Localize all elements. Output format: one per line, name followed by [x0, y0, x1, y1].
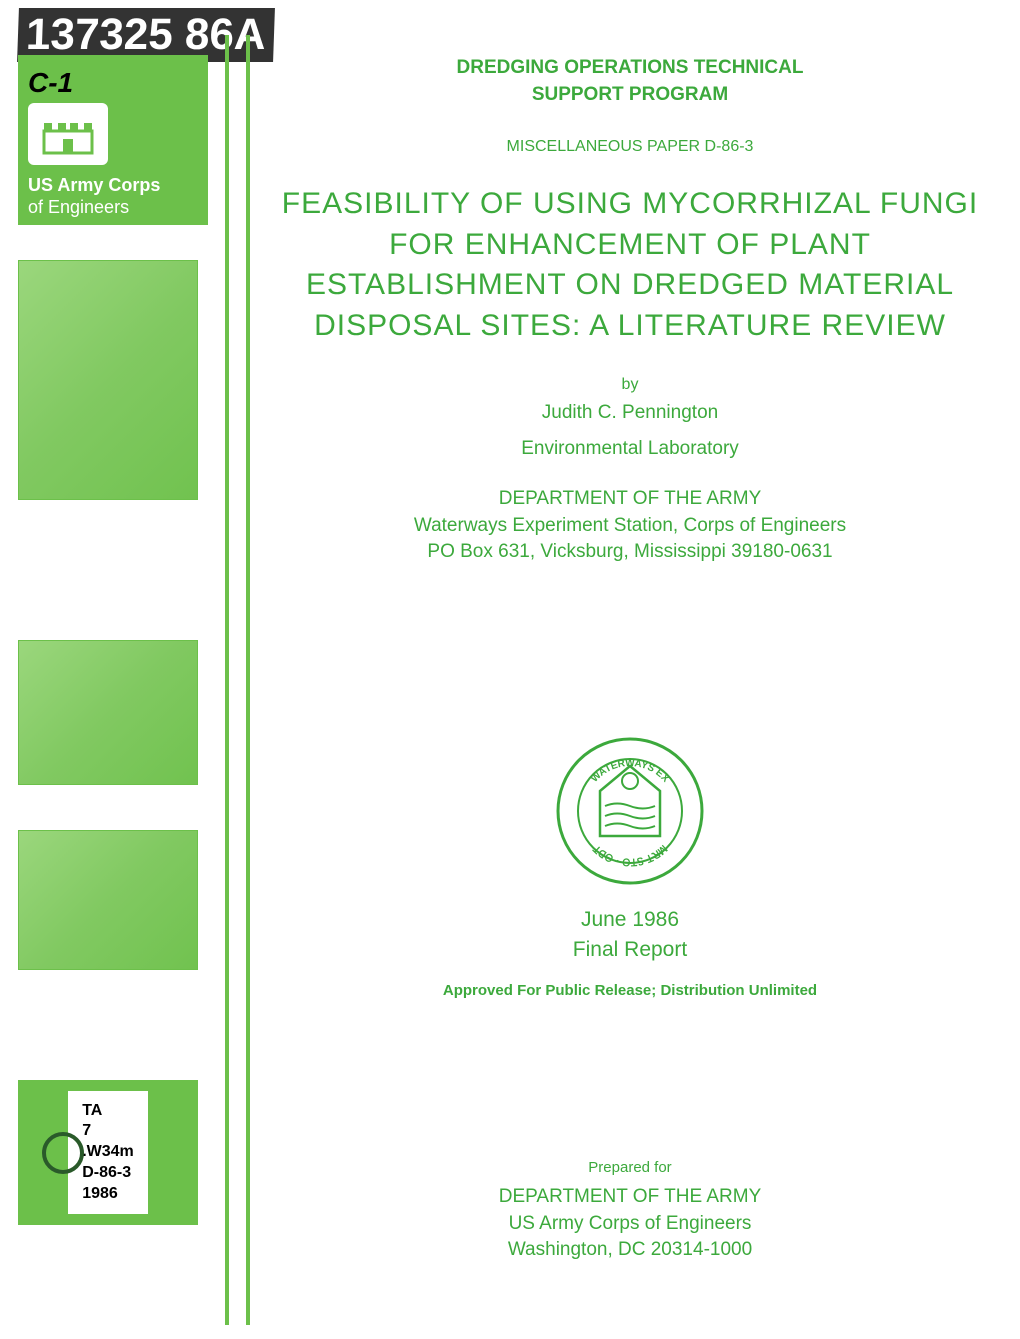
sidebar: C-1 US Army Corps of Engineers TA 7 .W34…: [0, 0, 210, 1339]
catalog-line: TA: [82, 1101, 134, 1122]
svg-text:ᎷᎡᎢ ᏚᎢᎾ · ᎾᎠᎢ: ᎷᎡᎢ ᏚᎢᎾ · ᎾᎠᎢ: [591, 842, 669, 868]
report-type: Final Report: [270, 938, 990, 962]
department-block: DEPARTMENT OF THE ARMY Waterways Experim…: [270, 486, 990, 566]
svg-text:WATERWAYS EX: WATERWAYS EX: [589, 758, 671, 785]
document-title: FEASIBILITY OF USING MYCORRHIZAL FUNGI F…: [270, 184, 990, 346]
catalog-block: TA 7 .W34m D-86-3 1986: [18, 1080, 198, 1225]
prepared-for-block: DEPARTMENT OF THE ARMY US Army Corps of …: [270, 1184, 990, 1264]
sidebar-photo-2: [18, 640, 198, 785]
paper-id: MISCELLANEOUS PAPER D-86-3: [270, 138, 990, 156]
catalog-line: 7: [82, 1121, 134, 1142]
dept-line: Waterways Experiment Station, Corps of E…: [414, 515, 846, 536]
castle-icon: [28, 103, 108, 165]
prepared-for-label: Prepared for: [270, 1159, 990, 1176]
program-line: DREDGING OPERATIONS TECHNICAL: [457, 57, 804, 78]
catalog-line: .W34m: [82, 1142, 134, 1163]
prepared-line: Washington, DC 20314-1000: [508, 1239, 752, 1260]
program-line: SUPPORT PROGRAM: [532, 84, 728, 105]
dept-line: DEPARTMENT OF THE ARMY: [499, 488, 762, 509]
catalog-line: D-86-3: [82, 1163, 134, 1184]
corps-subtitle: of Engineers: [28, 197, 129, 217]
laboratory: Environmental Laboratory: [270, 438, 990, 460]
publication-date: June 1986: [270, 908, 990, 932]
catalog-line: 1986: [82, 1184, 134, 1205]
corps-title-text: US Army Corps: [28, 175, 160, 195]
prepared-line: DEPARTMENT OF THE ARMY: [499, 1186, 762, 1207]
main-content: DREDGING OPERATIONS TECHNICAL SUPPORT PR…: [270, 55, 990, 1264]
vertical-rule-inner: [246, 35, 250, 1325]
byline: by: [270, 376, 990, 394]
c1-label: C-1: [28, 67, 198, 99]
waterways-seal-icon: WATERWAYS EX ᎷᎡᎢ ᏚᎢᎾ · ᎾᎠᎢ: [555, 736, 705, 886]
vertical-rule-outer: [225, 35, 229, 1325]
sidebar-photo-3: [18, 830, 198, 970]
prepared-line: US Army Corps of Engineers: [509, 1213, 752, 1234]
sidebar-photo-1: [18, 260, 198, 500]
corps-block: C-1 US Army Corps of Engineers: [18, 55, 208, 225]
author: Judith C. Pennington: [270, 402, 990, 424]
program-name: DREDGING OPERATIONS TECHNICAL SUPPORT PR…: [270, 55, 990, 108]
release-statement: Approved For Public Release; Distributio…: [270, 982, 990, 999]
dept-line: PO Box 631, Vicksburg, Mississippi 39180…: [427, 541, 832, 562]
catalog-circle-icon: [42, 1132, 84, 1174]
corps-title: US Army Corps of Engineers: [28, 175, 198, 218]
